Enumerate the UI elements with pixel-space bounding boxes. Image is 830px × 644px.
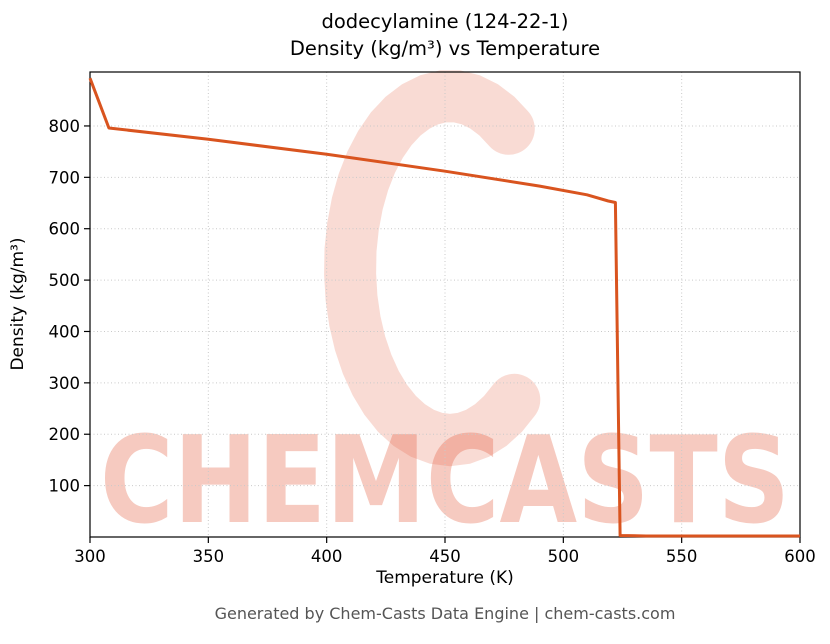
y-tick-label: 100 bbox=[49, 477, 81, 496]
y-tick-label: 800 bbox=[49, 117, 81, 136]
x-tick-label: 400 bbox=[311, 547, 343, 566]
y-tick-label: 600 bbox=[49, 220, 81, 239]
data-line-density bbox=[88, 77, 800, 538]
y-tick-label: 200 bbox=[49, 425, 81, 444]
chart-subtitle: Density (kg/m³) vs Temperature bbox=[289, 37, 601, 60]
x-tick-label: 550 bbox=[666, 547, 698, 566]
chart-title: dodecylamine (124-22-1) bbox=[321, 10, 569, 33]
footer-credit: Generated by Chem-Casts Data Engine | ch… bbox=[214, 604, 676, 623]
x-tick-label: 300 bbox=[74, 547, 106, 566]
y-axis-label: Density (kg/m³) bbox=[8, 237, 28, 371]
x-tick-label: 600 bbox=[784, 547, 816, 566]
x-axis-label: Temperature (K) bbox=[376, 568, 514, 588]
watermark-logo-c-icon bbox=[324, 70, 541, 467]
x-tick-label: 350 bbox=[193, 547, 225, 566]
chart-title-block: dodecylamine (124-22-1) Density (kg/m³) … bbox=[90, 8, 800, 62]
y-tick-label: 300 bbox=[49, 374, 81, 393]
y-tick-label: 700 bbox=[49, 168, 81, 187]
y-tick-label: 400 bbox=[49, 322, 81, 341]
x-tick-label: 500 bbox=[548, 547, 580, 566]
y-tick-label: 500 bbox=[49, 271, 81, 290]
x-tick-label: 450 bbox=[429, 547, 461, 566]
